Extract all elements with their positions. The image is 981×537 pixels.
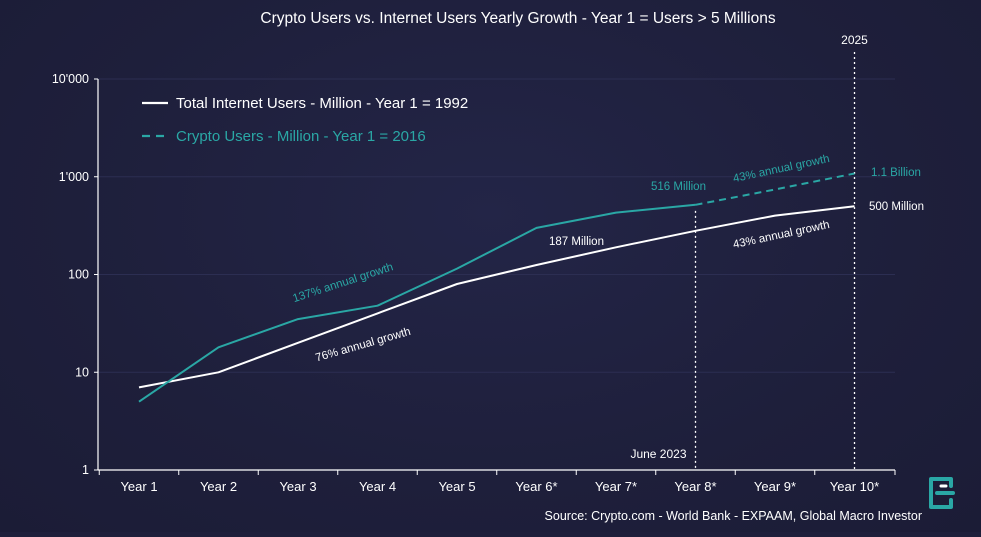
annotation-label: 43% annual growth — [732, 219, 831, 251]
source-text: Source: Crypto.com - World Bank - EXPAAM… — [545, 509, 922, 523]
y-tick-label: 1'000 — [59, 170, 89, 184]
annotation-label: 500 Million — [869, 201, 924, 213]
grid-layer — [98, 78, 895, 373]
x-tick-label: Year 10* — [830, 479, 879, 494]
x-tick-label: Year 5 — [438, 479, 475, 494]
legend-label-internet: Total Internet Users - Million - Year 1 … — [176, 95, 468, 112]
annotation-label: 516 Million — [651, 181, 706, 193]
annotation-label: 137% annual growth — [291, 261, 394, 305]
x-tick-label: Year 9* — [754, 479, 796, 494]
vertical-marker-label: 2025 — [841, 33, 868, 47]
series-layer — [138, 172, 855, 403]
x-tick-label: Year 8* — [674, 479, 716, 494]
crypto-projection-line — [695, 172, 855, 206]
x-tick-label: Year 4 — [359, 479, 396, 494]
e-logo-icon — [929, 477, 955, 509]
axis-layer: 1 10 100 1'000 10'000 Year 1 Year 2 Year 3 Year … — [52, 72, 896, 494]
y-tick-label: 1 — [82, 463, 89, 477]
annotation-label: 1.1 Billion — [871, 167, 921, 179]
x-tick-label: Year 3 — [279, 479, 316, 494]
marker-layer: June 2023 2025 — [630, 33, 868, 470]
vertical-marker-label: June 2023 — [630, 447, 686, 461]
x-tick-label: Year 6* — [515, 479, 557, 494]
internet-users-line — [138, 205, 855, 389]
x-tick-label: Year 1 — [120, 479, 157, 494]
chart-title: Crypto Users vs. Internet Users Yearly G… — [260, 10, 775, 27]
annotation-label: 187 Million — [549, 236, 604, 248]
y-tick-label: 10 — [75, 365, 89, 379]
x-tick-label: Year 2 — [200, 479, 237, 494]
x-tick-label: Year 7* — [595, 479, 637, 494]
crypto-users-line — [138, 203, 696, 403]
legend-label-crypto: Crypto Users - Million - Year 1 = 2016 — [176, 128, 426, 145]
y-tick-label: 10'000 — [52, 72, 89, 86]
y-tick-label: 100 — [68, 268, 89, 282]
legend: Total Internet Users - Million - Year 1 … — [142, 95, 468, 145]
